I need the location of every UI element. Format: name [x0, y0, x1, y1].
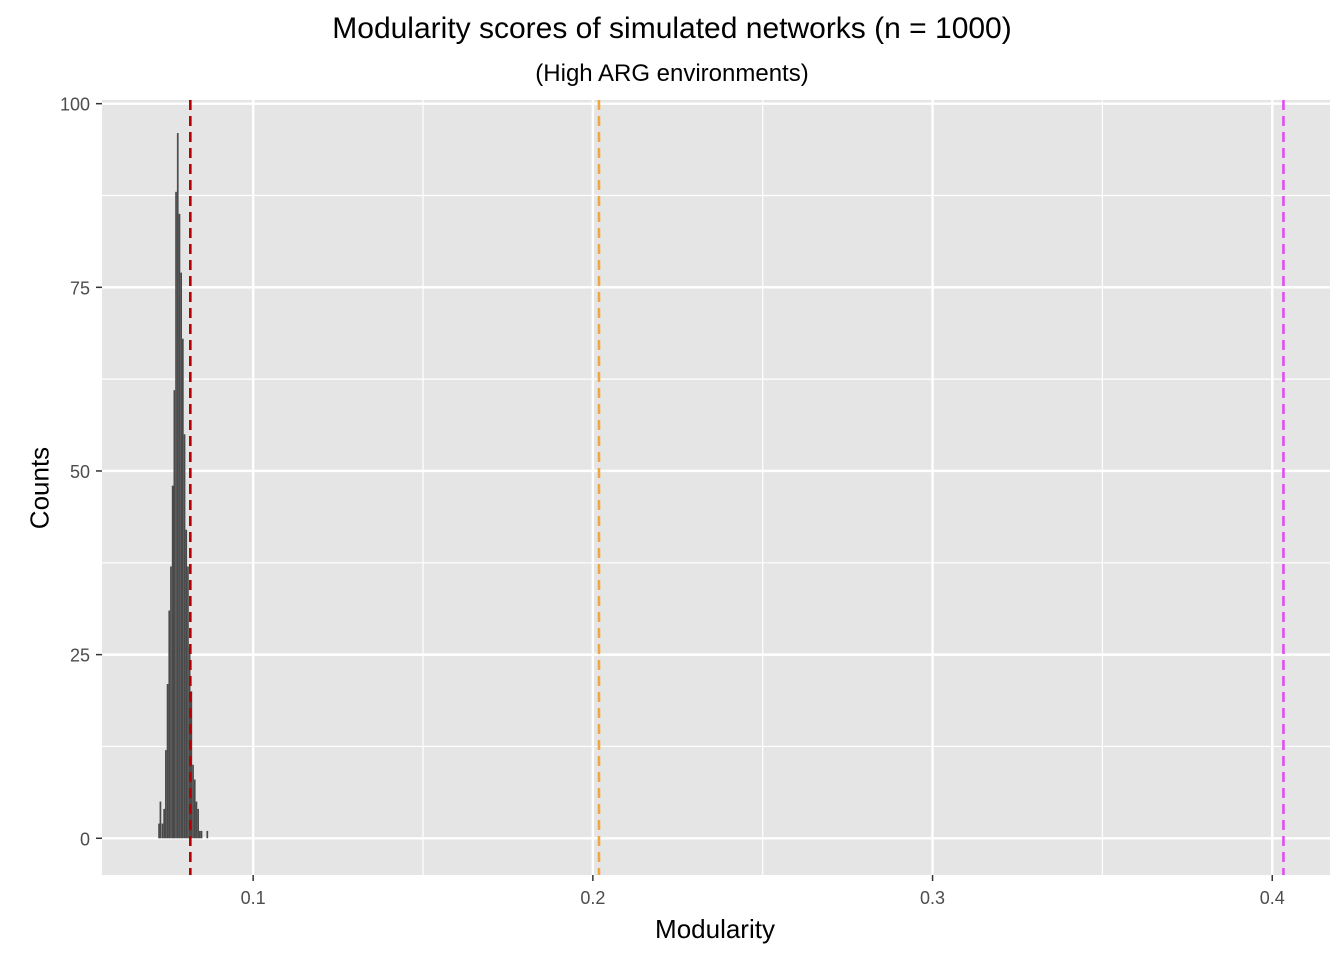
histogram-bar: [195, 801, 198, 839]
x-tick-label: 0.4: [1260, 888, 1285, 908]
histogram-bar: [163, 808, 166, 839]
histogram-bar: [161, 823, 164, 839]
histogram-bar: [170, 566, 172, 839]
histogram-bar: [193, 779, 196, 839]
histogram-bar: [168, 610, 171, 839]
plot-panel: [102, 100, 1330, 875]
y-axis-title: Counts: [24, 446, 55, 530]
y-tick-label: 75: [70, 278, 90, 298]
histogram-bar: [176, 133, 179, 839]
histogram-bar: [181, 338, 184, 839]
histogram-bar: [187, 566, 189, 839]
histogram-bar: [165, 750, 167, 839]
histogram-bar: [166, 684, 169, 839]
histogram-bar: [178, 213, 181, 839]
x-tick-label: 0.1: [241, 888, 266, 908]
x-axis-title: Modularity: [655, 914, 775, 944]
histogram-bar: [180, 272, 182, 839]
histogram-bar: [185, 529, 188, 839]
histogram-bar: [158, 823, 160, 839]
histogram-bar: [197, 808, 199, 839]
chart-title: Modularity scores of simulated networks …: [332, 12, 1012, 45]
y-tick-label: 25: [70, 646, 90, 666]
histogram-bar: [206, 830, 209, 839]
y-tick-label: 0: [80, 829, 90, 849]
histogram-bar: [159, 801, 162, 839]
histogram-bar: [175, 191, 177, 839]
histogram-bar: [183, 434, 186, 839]
histogram-bar: [200, 830, 203, 839]
histogram-bar: [171, 485, 174, 839]
y-tick-label: 50: [70, 462, 90, 482]
histogram-bar: [198, 830, 201, 839]
histogram-bar: [173, 390, 176, 839]
chart-subtitle: (High ARG environments): [535, 60, 809, 87]
y-tick-label: 100: [60, 95, 90, 115]
x-tick-label: 0.3: [920, 888, 945, 908]
histogram-bar: [192, 764, 194, 839]
x-tick-label: 0.2: [580, 888, 605, 908]
